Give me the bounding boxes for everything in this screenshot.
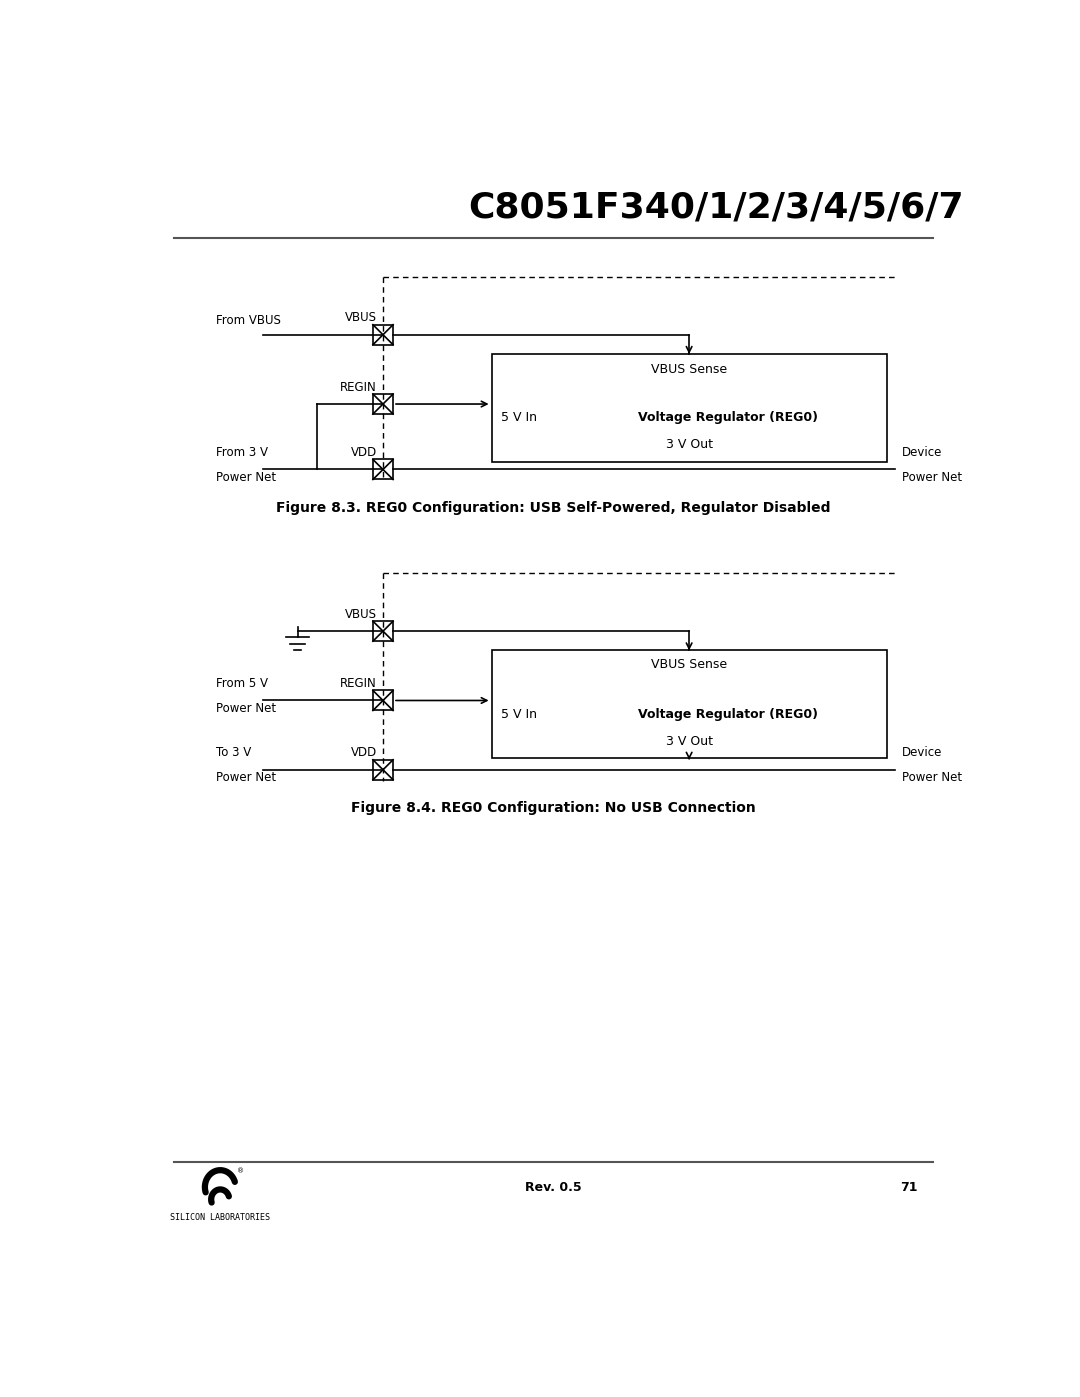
Text: Device: Device (902, 746, 943, 760)
Text: 5 V In: 5 V In (501, 411, 537, 425)
Bar (491, 353, 887, 462)
Text: 3 V Out: 3 V Out (665, 439, 713, 451)
Text: VBUS Sense: VBUS Sense (651, 363, 727, 376)
Text: From 5 V: From 5 V (216, 678, 268, 690)
Text: Power Net: Power Net (216, 701, 276, 715)
Text: VBUS: VBUS (345, 608, 377, 620)
Text: Voltage Regulator (REG0): Voltage Regulator (REG0) (638, 708, 818, 721)
Text: Figure 8.3. REG0 Configuration: USB Self-Powered, Regulator Disabled: Figure 8.3. REG0 Configuration: USB Self… (276, 502, 831, 515)
Text: VDD: VDD (351, 746, 377, 760)
Text: VBUS: VBUS (345, 312, 377, 324)
Text: VBUS Sense: VBUS Sense (651, 658, 727, 671)
Text: Rev. 0.5: Rev. 0.5 (525, 1182, 582, 1194)
Text: Power Net: Power Net (216, 471, 276, 483)
Text: SILICON LABORATORIES: SILICON LABORATORIES (171, 1214, 270, 1222)
Text: Voltage Regulator (REG0): Voltage Regulator (REG0) (638, 411, 818, 425)
Text: REGIN: REGIN (340, 380, 377, 394)
Text: From 3 V: From 3 V (216, 446, 268, 460)
Text: Power Net: Power Net (902, 471, 962, 483)
Text: ®: ® (237, 1169, 244, 1175)
Text: Power Net: Power Net (216, 771, 276, 784)
Text: 71: 71 (901, 1182, 918, 1194)
Text: 5 V In: 5 V In (501, 708, 537, 721)
Text: 3 V Out: 3 V Out (665, 735, 713, 747)
Text: C8051F340/1/2/3/4/5/6/7: C8051F340/1/2/3/4/5/6/7 (469, 190, 964, 225)
Bar (491, 651, 887, 759)
Text: VDD: VDD (351, 446, 377, 460)
Text: Power Net: Power Net (902, 771, 962, 784)
Text: From VBUS: From VBUS (216, 314, 281, 327)
Text: To 3 V: To 3 V (216, 746, 252, 760)
Text: Device: Device (902, 446, 943, 460)
Text: REGIN: REGIN (340, 678, 377, 690)
Text: Figure 8.4. REG0 Configuration: No USB Connection: Figure 8.4. REG0 Configuration: No USB C… (351, 802, 756, 816)
